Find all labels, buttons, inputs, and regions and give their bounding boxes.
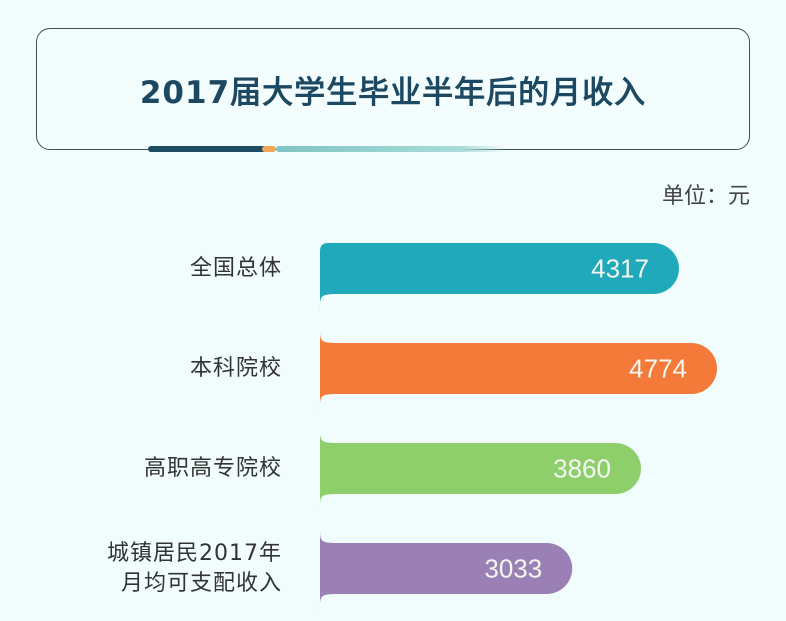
category-label-line: 高职高专院校 (143, 455, 282, 481)
category-label-line: 本科院校 (189, 355, 282, 381)
category-label: 全国总体 (190, 254, 282, 284)
chart-title: 2017届大学生毕业半年后的月收入 (139, 75, 647, 111)
unit-label: 单位：元 (661, 184, 750, 209)
category-label: 城镇居民2017年月均可支配收入 (107, 539, 282, 599)
category-label-line: 全国总体 (189, 255, 282, 281)
bar-4 (320, 527, 573, 610)
bar-value-label: 3860 (553, 454, 611, 484)
title-decoration-orange (262, 146, 276, 152)
bar-value-label: 4774 (629, 354, 687, 384)
category-label: 高职高专院校 (144, 454, 282, 484)
bar-3 (320, 427, 641, 510)
bar-value-label: 3033 (484, 554, 542, 584)
bar-2 (320, 327, 717, 410)
title-box: 2017届大学生毕业半年后的月收入 (36, 28, 750, 150)
title-decoration-teal (276, 146, 506, 152)
bar-value-label: 4317 (591, 254, 649, 284)
category-label-line: 城镇居民2017年 (107, 540, 282, 566)
category-label: 本科院校 (190, 354, 282, 384)
bar-1 (320, 243, 679, 310)
title-decoration-dark (148, 146, 268, 152)
category-label-line: 月均可支配收入 (120, 570, 282, 596)
